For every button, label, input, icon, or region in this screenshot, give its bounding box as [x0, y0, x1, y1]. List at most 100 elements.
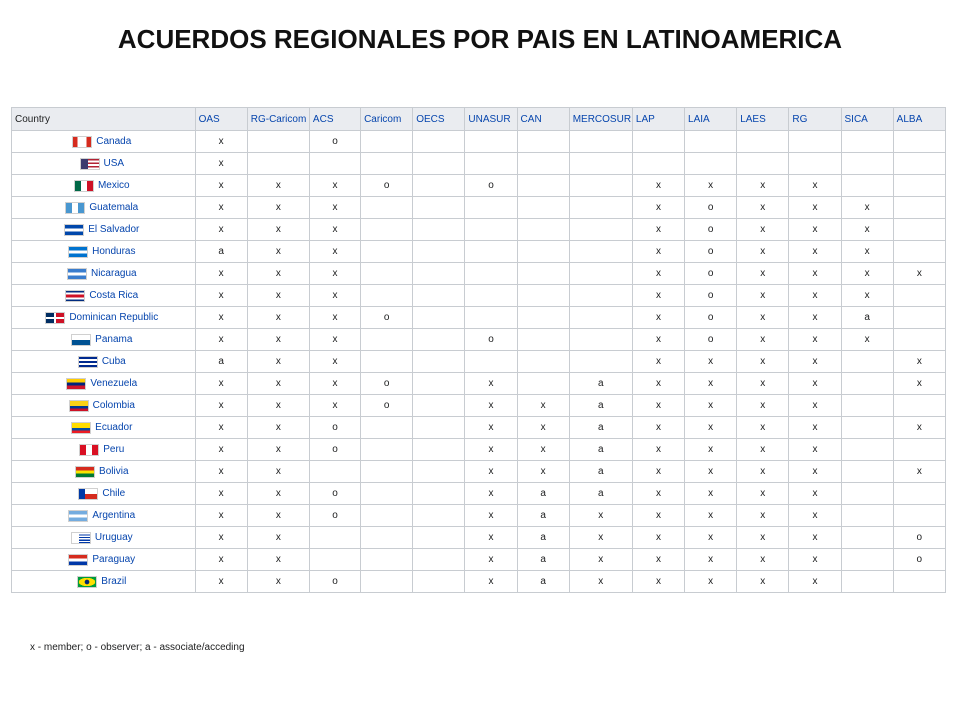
- membership-cell: x: [788, 174, 842, 197]
- membership-cell: x: [631, 218, 686, 241]
- column-header-caricom[interactable]: Caricom: [360, 107, 414, 131]
- column-header-mercosur[interactable]: MERCOSUR: [568, 107, 633, 131]
- membership-cell: [892, 152, 947, 175]
- country-link[interactable]: Uruguay: [94, 532, 133, 543]
- ecuador-flag-icon: [71, 421, 92, 434]
- membership-cell: x: [246, 394, 310, 417]
- country-link[interactable]: Mexico: [97, 180, 130, 191]
- country-link[interactable]: Guatemala: [89, 202, 139, 213]
- membership-cell: x: [246, 284, 310, 307]
- column-header-oas[interactable]: OAS: [194, 107, 248, 131]
- table-row: Bolivia x x x x a x x x x x: [11, 460, 947, 483]
- membership-cell: x: [568, 526, 633, 549]
- country-link[interactable]: Argentina: [92, 510, 136, 521]
- country-link[interactable]: Nicaragua: [90, 268, 137, 279]
- membership-cell: x: [840, 284, 894, 307]
- membership-cell: x: [736, 482, 790, 505]
- membership-cell: x: [840, 328, 894, 351]
- country-link[interactable]: USA: [103, 158, 125, 169]
- membership-cell: x: [736, 240, 790, 263]
- membership-cell: [246, 130, 310, 153]
- column-header-rg[interactable]: RG: [788, 107, 842, 131]
- table-row: Brazil x x o x a x x x x x: [11, 570, 947, 593]
- country-link[interactable]: Paraguay: [92, 554, 136, 565]
- column-header-acs[interactable]: ACS: [308, 107, 362, 131]
- membership-cell: x: [568, 570, 633, 593]
- country-link[interactable]: Canada: [96, 136, 132, 147]
- membership-cell: [840, 570, 894, 593]
- argentina-flag-icon: [68, 509, 89, 522]
- membership-cell: [360, 482, 414, 505]
- membership-cell: x: [684, 504, 738, 527]
- country-cell: Argentina: [11, 504, 196, 527]
- membership-cell: x: [194, 548, 248, 571]
- membership-cell: x: [246, 174, 310, 197]
- column-header-sica[interactable]: SICA: [840, 107, 894, 131]
- country-link[interactable]: El Salvador: [88, 224, 140, 235]
- column-header-can[interactable]: CAN: [516, 107, 570, 131]
- membership-cell: x: [516, 394, 570, 417]
- country-link[interactable]: Ecuador: [95, 422, 133, 433]
- membership-cell: a: [568, 416, 633, 439]
- membership-cell: [464, 218, 518, 241]
- membership-cell: a: [568, 372, 633, 395]
- membership-cell: o: [684, 306, 738, 329]
- membership-cell: x: [308, 394, 362, 417]
- membership-cell: x: [194, 504, 248, 527]
- paraguay-flag-icon: [68, 553, 89, 566]
- membership-cell: [568, 196, 633, 219]
- chile-flag-icon: [78, 487, 99, 500]
- membership-cell: x: [308, 174, 362, 197]
- membership-cell: x: [736, 416, 790, 439]
- page-title: ACUERDOS REGIONALES POR PAIS EN LATINOAM…: [117, 24, 843, 54]
- membership-cell: [412, 526, 466, 549]
- country-cell: Peru: [11, 438, 196, 461]
- membership-cell: [412, 482, 466, 505]
- country-link[interactable]: Brazil: [101, 576, 127, 587]
- membership-cell: [412, 460, 466, 483]
- country-link[interactable]: Colombia: [92, 400, 135, 411]
- country-cell-content: Venezuela: [12, 377, 191, 390]
- membership-cell: [788, 152, 842, 175]
- membership-cell: x: [631, 570, 686, 593]
- membership-cell: o: [360, 174, 414, 197]
- country-link[interactable]: Honduras: [92, 246, 136, 257]
- country-link[interactable]: Dominican Republic: [69, 312, 159, 323]
- country-link[interactable]: Peru: [103, 444, 125, 455]
- membership-cell: x: [892, 416, 947, 439]
- membership-cell: x: [194, 372, 248, 395]
- membership-cell: x: [788, 394, 842, 417]
- membership-cell: x: [246, 460, 310, 483]
- membership-cell: [360, 548, 414, 571]
- membership-cell: [516, 130, 570, 153]
- membership-cell: x: [736, 372, 790, 395]
- membership-cell: x: [194, 306, 248, 329]
- country-link[interactable]: Bolivia: [99, 466, 129, 477]
- membership-cell: [412, 416, 466, 439]
- column-header-unasur[interactable]: UNASUR: [464, 107, 518, 131]
- membership-cell: [464, 284, 518, 307]
- column-header-alba[interactable]: ALBA: [892, 107, 947, 131]
- column-header-laes[interactable]: LAES: [736, 107, 790, 131]
- membership-cell: [840, 526, 894, 549]
- country-link[interactable]: Venezuela: [90, 378, 138, 389]
- column-header-rg-caricom[interactable]: RG-Caricom: [246, 107, 310, 131]
- column-header-laia[interactable]: LAIA: [684, 107, 738, 131]
- membership-cell: [360, 152, 414, 175]
- country-cell-content: Ecuador: [12, 421, 191, 434]
- country-link[interactable]: Costa Rica: [89, 290, 139, 301]
- membership-cell: [464, 130, 518, 153]
- membership-cell: x: [892, 350, 947, 373]
- column-header-lap[interactable]: LAP: [631, 107, 686, 131]
- membership-cell: a: [194, 240, 248, 263]
- country-link[interactable]: Chile: [102, 488, 126, 499]
- membership-cell: x: [631, 416, 686, 439]
- column-header-oecs[interactable]: OECS: [412, 107, 466, 131]
- table-row: Peru x x o x x a x x x x: [11, 438, 947, 461]
- country-link[interactable]: Cuba: [101, 356, 126, 367]
- membership-cell: x: [788, 548, 842, 571]
- membership-cell: x: [788, 262, 842, 285]
- country-link[interactable]: Panama: [95, 334, 133, 345]
- membership-cell: x: [631, 306, 686, 329]
- membership-cell: [568, 218, 633, 241]
